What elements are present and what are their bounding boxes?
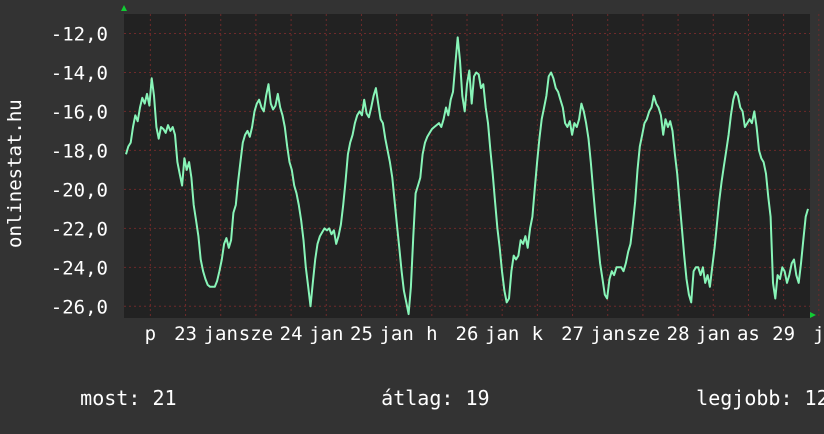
watermark-label: onlinestat.hu: [4, 99, 26, 248]
best-stat-label: legjobb:: [696, 386, 793, 410]
current-stat: most: 21: [32, 362, 177, 434]
y-tick-label: -22,0: [51, 218, 108, 240]
x-tick-label: 28: [667, 323, 690, 345]
x-tick-label: 24: [280, 323, 303, 345]
chart-widget: -12,0 -14,0 -16,0 -18,0 -20,0 -22,0 -24,0 -26,0…: [4, 5, 824, 410]
best-stat-value: 12: [804, 386, 824, 410]
y-axis-arrow-icon: [121, 5, 127, 11]
x-tick-label: k: [532, 323, 544, 345]
x-tick-label: jan: [309, 323, 343, 345]
x-tick-label: 26: [456, 323, 479, 345]
x-tick-label: sze: [239, 323, 273, 345]
x-axis-arrow-icon: [810, 312, 816, 318]
y-tick-label: -26,0: [51, 296, 108, 318]
y-tick-label: -12,0: [51, 23, 108, 45]
y-axis: -12,0 -14,0 -16,0 -18,0 -20,0 -22,0 -24,0 -26,0: [51, 23, 108, 318]
x-tick-label: p: [145, 323, 156, 345]
y-tick-label: -18,0: [51, 140, 108, 162]
x-tick-label: as: [737, 323, 760, 345]
y-tick-label: -24,0: [51, 257, 108, 279]
best-stat: legjobb: 12: [648, 362, 824, 434]
average-stat-value: 19: [465, 386, 490, 410]
x-tick-label: jan: [379, 323, 413, 345]
x-axis: p 23 jan sze 24 jan 25 jan h 26 jan k 27 jan sze 28 jan a…: [145, 323, 824, 345]
y-tick-label: -20,0: [51, 179, 108, 201]
x-tick-label: jan: [591, 323, 625, 345]
current-stat-value: 21: [152, 386, 177, 410]
current-stat-label: most:: [80, 386, 141, 410]
x-tick-label: 25: [350, 323, 373, 345]
x-tick-label: j: [813, 323, 824, 345]
x-tick-label: jan: [204, 323, 238, 345]
temperature-line-chart: -12,0 -14,0 -16,0 -18,0 -20,0 -22,0 -24,0 -26,0…: [4, 5, 824, 345]
y-tick-label: -14,0: [51, 62, 108, 84]
x-tick-label: 29: [772, 323, 795, 345]
x-tick-label: 23: [174, 323, 197, 345]
average-stat-label: átlag:: [381, 386, 454, 410]
x-tick-label: sze: [626, 323, 660, 345]
x-tick-label: 27: [561, 323, 584, 345]
x-tick-label: jan: [485, 323, 519, 345]
average-stat: átlag: 19: [333, 362, 490, 434]
y-tick-label: -16,0: [51, 101, 108, 123]
x-tick-label: h: [426, 323, 437, 345]
series-line: [125, 36, 809, 316]
x-tick-label: jan: [696, 323, 730, 345]
